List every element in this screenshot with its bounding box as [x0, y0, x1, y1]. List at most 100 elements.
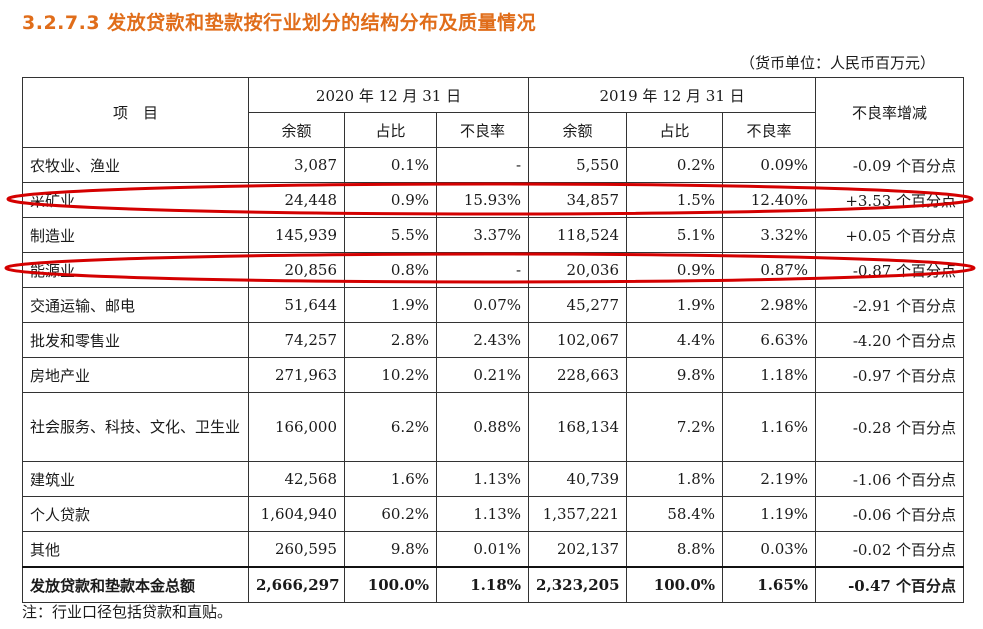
balance-2020: 1,604,940: [248, 496, 345, 532]
row-name: 能源业: [22, 252, 249, 288]
npl-2020: -: [435, 147, 530, 183]
balance-2019: 5,550: [528, 147, 628, 183]
total-npl-2019: 1.65%: [722, 566, 817, 603]
table-row: 制造业 145,939 5.5% 3.37% 118,524 5.1% 3.32…: [22, 217, 965, 253]
table-row: 其他 260,595 9.8% 0.01% 202,137 8.8% 0.03%…: [22, 531, 965, 568]
total-share-2019: 100.0%: [626, 566, 724, 603]
table-row: 建筑业 42,568 1.6% 1.13% 40,739 1.8% 2.19% …: [22, 461, 965, 497]
table-row: 采矿业 24,448 0.9% 15.93% 34,857 1.5% 12.40…: [22, 182, 965, 218]
share-2019: 1.5%: [626, 182, 724, 218]
footnote: 注：行业口径包括贷款和直贴。: [22, 603, 233, 621]
balance-2020: 24,448: [248, 182, 345, 218]
share-2019: 0.9%: [626, 252, 724, 288]
share-2019: 5.1%: [626, 217, 724, 253]
npl-2019: 0.87%: [722, 252, 817, 288]
share-2019: 58.4%: [626, 496, 724, 532]
share-2020: 9.8%: [344, 531, 437, 568]
npl-change: -0.28 个百分点: [815, 392, 965, 462]
share-2019: 8.8%: [626, 531, 724, 568]
balance-2019: 40,739: [528, 461, 628, 497]
header-balance-2019: 余额: [528, 112, 628, 148]
row-name: 个人贷款: [22, 496, 249, 532]
npl-change: -0.09 个百分点: [815, 147, 965, 183]
npl-change: -2.91 个百分点: [815, 287, 965, 323]
balance-2020: 260,595: [248, 531, 345, 568]
share-2020: 60.2%: [344, 496, 437, 532]
share-2019: 4.4%: [626, 322, 724, 358]
total-name: 发放贷款和垫款本金总额: [22, 566, 249, 603]
row-name: 其他: [22, 531, 249, 568]
share-2019: 9.8%: [626, 357, 724, 393]
header-npl-2019: 不良率: [722, 112, 817, 148]
npl-change: +3.53 个百分点: [815, 182, 965, 218]
npl-2020: 15.93%: [435, 182, 530, 218]
npl-2020: 0.21%: [435, 357, 530, 393]
header-2020: 2020 年 12 月 31 日: [247, 77, 530, 113]
npl-2020: 0.01%: [435, 531, 530, 568]
share-2020: 0.9%: [344, 182, 437, 218]
npl-2020: 2.43%: [435, 322, 530, 358]
npl-2019: 12.40%: [722, 182, 817, 218]
share-2019: 0.2%: [626, 147, 724, 183]
table-row: 农牧业、渔业 3,087 0.1% - 5,550 0.2% 0.09% -0.…: [22, 147, 965, 183]
currency-unit: （货币单位：人民币百万元）: [739, 54, 935, 72]
share-2020: 5.5%: [344, 217, 437, 253]
row-name: 房地产业: [22, 357, 249, 393]
balance-2019: 118,524: [528, 217, 628, 253]
share-2020: 10.2%: [344, 357, 437, 393]
balance-2020: 20,856: [248, 252, 345, 288]
balance-2019: 228,663: [528, 357, 628, 393]
npl-2020: 1.13%: [435, 461, 530, 497]
table-row: 交通运输、邮电 51,644 1.9% 0.07% 45,277 1.9% 2.…: [22, 287, 965, 323]
npl-2019: 6.63%: [722, 322, 817, 358]
npl-2020: 0.07%: [435, 287, 530, 323]
table-row: 批发和零售业 74,257 2.8% 2.43% 102,067 4.4% 6.…: [22, 322, 965, 358]
table-row: 房地产业 271,963 10.2% 0.21% 228,663 9.8% 1.…: [22, 357, 965, 393]
total-npl-2020: 1.18%: [435, 566, 530, 603]
balance-2019: 45,277: [528, 287, 628, 323]
share-2020: 1.6%: [344, 461, 437, 497]
balance-2019: 102,067: [528, 322, 628, 358]
header-share-2020: 占比: [344, 112, 437, 148]
share-2019: 1.8%: [626, 461, 724, 497]
npl-change: +0.05 个百分点: [815, 217, 965, 253]
balance-2020: 74,257: [248, 322, 345, 358]
npl-change: -4.20 个百分点: [815, 322, 965, 358]
npl-2020: -: [435, 252, 530, 288]
share-2020: 0.1%: [344, 147, 437, 183]
table-row: 社会服务、科技、文化、卫生业 166,000 6.2% 0.88% 168,13…: [22, 392, 965, 462]
share-2019: 1.9%: [626, 287, 724, 323]
balance-2019: 1,357,221: [528, 496, 628, 532]
share-2020: 1.9%: [344, 287, 437, 323]
balance-2019: 168,134: [528, 392, 628, 462]
header-2019: 2019 年 12 月 31 日: [528, 77, 817, 113]
total-share-2020: 100.0%: [344, 566, 437, 603]
balance-2020: 51,644: [248, 287, 345, 323]
header-npl-2020: 不良率: [435, 112, 530, 148]
balance-2019: 34,857: [528, 182, 628, 218]
npl-2019: 2.19%: [722, 461, 817, 497]
total-balance-2020: 2,666,297: [248, 566, 345, 603]
npl-change: -0.87 个百分点: [815, 252, 965, 288]
npl-2019: 1.19%: [722, 496, 817, 532]
table-row: 个人贷款 1,604,940 60.2% 1.13% 1,357,221 58.…: [22, 496, 965, 532]
npl-2019: 2.98%: [722, 287, 817, 323]
row-name: 采矿业: [22, 182, 249, 218]
npl-change: -0.02 个百分点: [815, 531, 965, 568]
row-name: 制造业: [22, 217, 249, 253]
balance-2020: 145,939: [248, 217, 345, 253]
balance-2019: 20,036: [528, 252, 628, 288]
total-row: 发放贷款和垫款本金总额 2,666,297 100.0% 1.18% 2,323…: [22, 566, 965, 603]
share-2020: 6.2%: [344, 392, 437, 462]
section-title: 3.2.7.3 发放贷款和垫款按行业划分的结构分布及质量情况: [22, 12, 537, 34]
table-row: 能源业 20,856 0.8% - 20,036 0.9% 0.87% -0.8…: [22, 252, 965, 288]
balance-2020: 166,000: [248, 392, 345, 462]
balance-2020: 271,963: [248, 357, 345, 393]
npl-change: -0.06 个百分点: [815, 496, 965, 532]
row-name: 农牧业、渔业: [22, 147, 249, 183]
npl-2020: 1.13%: [435, 496, 530, 532]
total-balance-2019: 2,323,205: [528, 566, 628, 603]
npl-2019: 1.18%: [722, 357, 817, 393]
npl-2020: 3.37%: [435, 217, 530, 253]
npl-change: -1.06 个百分点: [815, 461, 965, 497]
